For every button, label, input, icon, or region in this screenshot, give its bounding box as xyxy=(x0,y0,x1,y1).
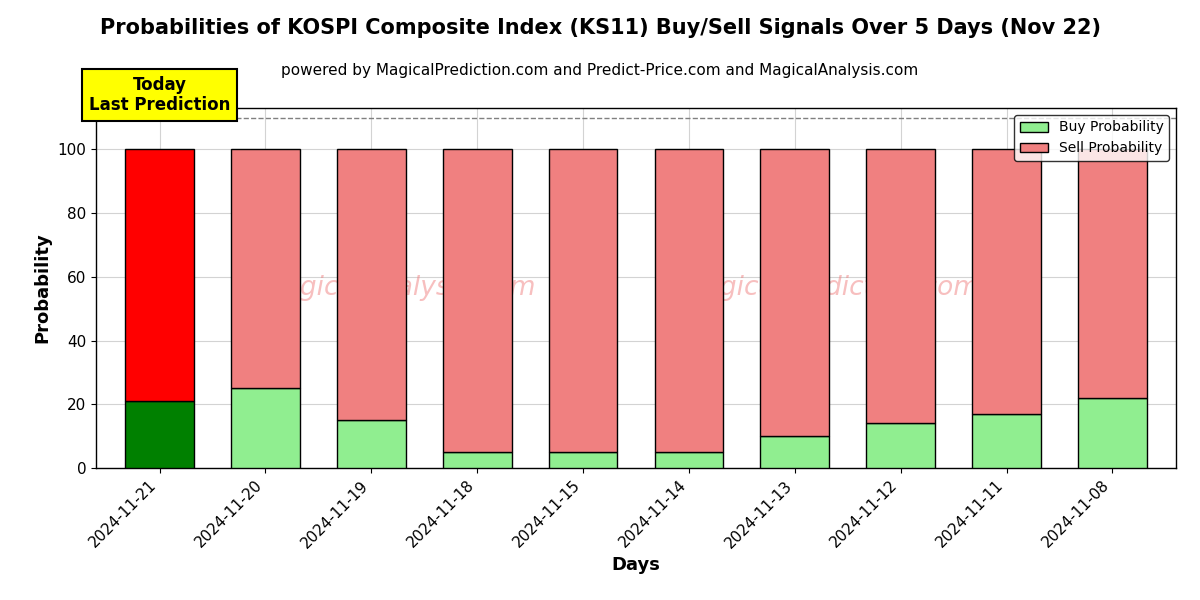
Bar xyxy=(1078,149,1147,398)
Bar xyxy=(972,414,1042,468)
Bar xyxy=(654,452,724,468)
Text: MagicalAnalysis.com: MagicalAnalysis.com xyxy=(262,275,535,301)
Text: Probabilities of KOSPI Composite Index (KS11) Buy/Sell Signals Over 5 Days (Nov : Probabilities of KOSPI Composite Index (… xyxy=(100,18,1100,38)
Bar xyxy=(443,452,511,468)
Bar xyxy=(337,149,406,420)
Bar xyxy=(337,420,406,468)
Bar xyxy=(866,149,935,424)
Text: MagicalPrediction.com: MagicalPrediction.com xyxy=(682,275,979,301)
Bar xyxy=(972,149,1042,414)
Bar xyxy=(866,424,935,468)
Bar xyxy=(125,401,194,468)
Bar xyxy=(230,388,300,468)
Text: Today
Last Prediction: Today Last Prediction xyxy=(89,76,230,115)
Bar xyxy=(230,149,300,388)
Bar xyxy=(443,149,511,452)
Bar xyxy=(761,149,829,436)
Text: powered by MagicalPrediction.com and Predict-Price.com and MagicalAnalysis.com: powered by MagicalPrediction.com and Pre… xyxy=(281,63,919,78)
Legend: Buy Probability, Sell Probability: Buy Probability, Sell Probability xyxy=(1014,115,1169,161)
Bar xyxy=(654,149,724,452)
Bar xyxy=(1078,398,1147,468)
Bar xyxy=(548,149,618,452)
Bar xyxy=(125,149,194,401)
Y-axis label: Probability: Probability xyxy=(34,233,52,343)
Bar xyxy=(548,452,618,468)
X-axis label: Days: Days xyxy=(612,556,660,574)
Bar xyxy=(761,436,829,468)
